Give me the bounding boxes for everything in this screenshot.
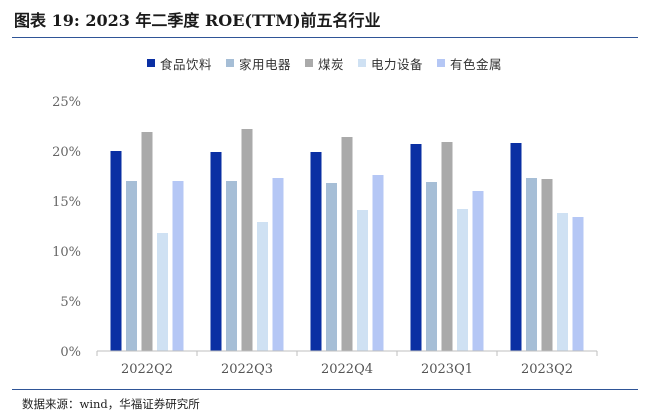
bar-2023q2-series-3 [541, 179, 553, 351]
legend-swatch [358, 59, 366, 67]
bar-2023q2-series-2 [526, 178, 537, 351]
legend-item-5: 有色金属 [437, 54, 502, 73]
legend-item-2: 家用电器 [225, 54, 291, 73]
bar-2023q2-series-1 [510, 143, 522, 351]
y-tick-label: 0% [60, 345, 81, 360]
bar-2023q1-series-2 [426, 182, 437, 351]
top-rule [12, 37, 638, 38]
bottom-rule [12, 389, 638, 390]
legend-item-3: 煤炭 [304, 54, 344, 73]
bar-2023q2-series-5 [572, 217, 584, 351]
legend-swatch [225, 59, 234, 67]
bar-2022q2-series-3 [141, 132, 153, 351]
legend-label: 食品饮料 [159, 56, 212, 72]
x-tick-label: 2022Q2 [121, 362, 173, 377]
bar-2022q4-series-2 [326, 183, 337, 351]
legend-label: 家用电器 [238, 56, 291, 72]
bar-2022q3-series-1 [210, 152, 222, 351]
y-tick-label: 5% [60, 295, 81, 310]
legend-label: 煤炭 [317, 56, 344, 72]
legend-item-1: 食品饮料 [146, 54, 212, 73]
chart-legend: 食品饮料 家用电器 煤炭 电力设备 有色金属 [0, 51, 649, 75]
x-tick-label: 2022Q4 [321, 362, 373, 377]
bar-2023q1-series-3 [441, 142, 453, 351]
bar-2022q2-series-2 [126, 181, 137, 351]
legend-swatch [146, 59, 155, 67]
bar-2022q4-series-1 [310, 152, 322, 351]
bar-2022q3-series-5 [272, 178, 284, 351]
bar-2022q3-series-3 [241, 129, 253, 351]
bar-2023q1-series-4 [457, 209, 468, 351]
figure-title: 图表 19: 2023 年二季度 ROE(TTM)前五名行业 [14, 11, 381, 30]
bar-2022q4-series-5 [372, 175, 384, 351]
y-tick-label: 20% [52, 145, 81, 160]
y-tick-label: 10% [52, 245, 81, 260]
bar-2022q4-series-3 [341, 137, 353, 351]
legend-label: 电力设备 [371, 56, 424, 72]
bar-2022q2-series-1 [110, 151, 122, 351]
x-tick-label: 2023Q2 [521, 362, 573, 377]
y-tick-label: 25% [52, 95, 81, 110]
bar-2023q1-series-5 [472, 191, 484, 351]
bar-2022q2-series-5 [172, 181, 184, 351]
bar-2022q4-series-4 [357, 210, 368, 351]
bar-2023q1-series-1 [410, 144, 422, 351]
bar-2022q3-series-2 [226, 181, 237, 351]
bar-2022q3-series-4 [257, 222, 268, 351]
legend-label: 有色金属 [450, 56, 503, 72]
legend-item-4: 电力设备 [358, 54, 423, 73]
x-tick-label: 2022Q3 [221, 362, 273, 377]
data-source-note: 数据来源：wind，华福证券研究所 [22, 397, 200, 411]
bar-2023q2-series-4 [557, 213, 568, 351]
legend-swatch [304, 59, 313, 67]
y-tick-label: 15% [52, 195, 81, 210]
bar-2022q2-series-4 [157, 233, 168, 351]
x-tick-label: 2023Q1 [421, 362, 473, 377]
legend-swatch [437, 59, 446, 67]
